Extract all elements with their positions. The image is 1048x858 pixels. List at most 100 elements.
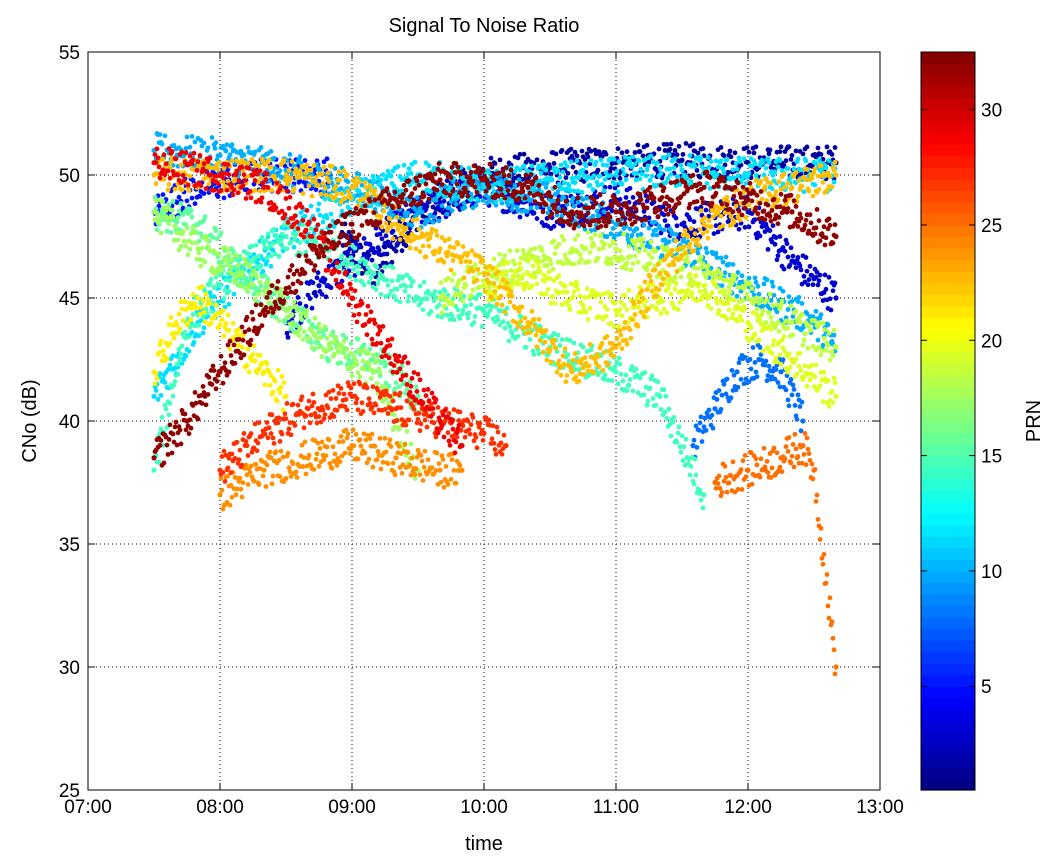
data-point bbox=[779, 298, 785, 304]
data-point bbox=[493, 202, 499, 208]
data-point bbox=[160, 348, 166, 354]
data-point bbox=[315, 270, 321, 276]
data-point bbox=[693, 423, 699, 429]
data-point bbox=[237, 283, 243, 289]
data-point bbox=[550, 294, 556, 299]
data-point bbox=[617, 197, 623, 202]
data-point bbox=[729, 368, 735, 373]
data-point bbox=[644, 167, 650, 173]
data-point bbox=[361, 236, 367, 241]
data-point bbox=[446, 205, 452, 211]
data-point bbox=[153, 198, 159, 204]
data-point bbox=[534, 216, 540, 221]
data-point bbox=[753, 369, 759, 375]
data-point bbox=[601, 376, 607, 382]
data-point bbox=[731, 372, 737, 378]
data-point bbox=[382, 264, 388, 270]
data-point bbox=[171, 142, 177, 148]
data-point bbox=[641, 392, 647, 398]
data-point bbox=[193, 240, 199, 246]
data-point bbox=[720, 259, 726, 265]
data-point bbox=[680, 151, 686, 157]
data-point bbox=[151, 467, 157, 473]
data-point bbox=[189, 195, 195, 201]
data-point bbox=[433, 197, 439, 203]
data-point bbox=[714, 300, 720, 306]
data-point bbox=[749, 286, 755, 291]
data-point bbox=[549, 177, 555, 183]
data-point bbox=[479, 324, 485, 329]
data-point bbox=[466, 310, 472, 316]
data-point bbox=[627, 159, 633, 165]
data-point bbox=[441, 303, 447, 309]
data-point bbox=[528, 205, 534, 211]
data-point bbox=[466, 165, 472, 171]
data-point bbox=[510, 273, 516, 279]
data-point bbox=[446, 236, 452, 242]
data-point bbox=[666, 406, 672, 412]
data-point bbox=[832, 380, 838, 386]
data-point bbox=[732, 150, 738, 156]
data-point bbox=[276, 253, 282, 259]
data-point bbox=[436, 249, 442, 255]
data-point bbox=[441, 259, 447, 265]
data-point bbox=[284, 330, 290, 336]
data-point bbox=[405, 298, 411, 304]
data-point bbox=[521, 151, 527, 157]
data-point bbox=[337, 177, 343, 183]
data-point bbox=[718, 271, 724, 277]
data-point bbox=[724, 376, 730, 382]
data-point bbox=[316, 201, 322, 207]
data-point bbox=[741, 156, 747, 162]
data-point bbox=[668, 433, 674, 439]
data-point bbox=[755, 283, 761, 289]
data-point bbox=[587, 182, 593, 188]
data-point bbox=[297, 240, 303, 246]
data-point bbox=[376, 251, 382, 257]
data-point bbox=[609, 208, 615, 214]
data-point bbox=[512, 261, 518, 267]
data-point bbox=[391, 412, 397, 418]
data-point bbox=[162, 380, 168, 385]
data-point bbox=[579, 148, 585, 154]
data-point bbox=[832, 145, 838, 150]
data-point bbox=[532, 246, 538, 251]
data-point bbox=[634, 226, 640, 232]
data-point bbox=[180, 318, 186, 323]
data-point bbox=[179, 343, 185, 349]
data-point bbox=[531, 210, 537, 216]
data-point bbox=[378, 214, 384, 219]
data-point bbox=[793, 356, 799, 362]
data-point bbox=[706, 164, 712, 170]
data-point bbox=[700, 261, 706, 267]
data-point bbox=[820, 298, 826, 303]
data-point bbox=[326, 263, 332, 269]
data-point bbox=[661, 306, 667, 312]
data-point bbox=[654, 307, 660, 312]
data-point bbox=[154, 211, 160, 217]
data-point bbox=[672, 274, 678, 280]
data-point bbox=[390, 265, 396, 271]
data-point bbox=[409, 223, 415, 228]
data-point bbox=[203, 292, 209, 297]
data-point bbox=[186, 334, 192, 340]
data-point bbox=[528, 247, 534, 253]
data-point bbox=[768, 165, 774, 170]
data-point bbox=[638, 166, 644, 172]
data-point bbox=[627, 253, 633, 259]
data-point bbox=[718, 144, 724, 150]
data-point bbox=[614, 168, 620, 174]
data-point bbox=[535, 260, 541, 266]
data-point bbox=[357, 374, 363, 380]
data-point bbox=[284, 246, 290, 252]
data-point bbox=[630, 154, 636, 160]
data-point bbox=[546, 269, 552, 275]
data-point bbox=[692, 164, 698, 169]
data-point bbox=[318, 191, 324, 197]
data-point bbox=[361, 282, 367, 288]
data-point bbox=[290, 322, 296, 328]
data-point bbox=[427, 212, 433, 218]
data-point bbox=[319, 354, 325, 360]
data-point bbox=[808, 327, 814, 333]
data-point bbox=[408, 170, 414, 176]
